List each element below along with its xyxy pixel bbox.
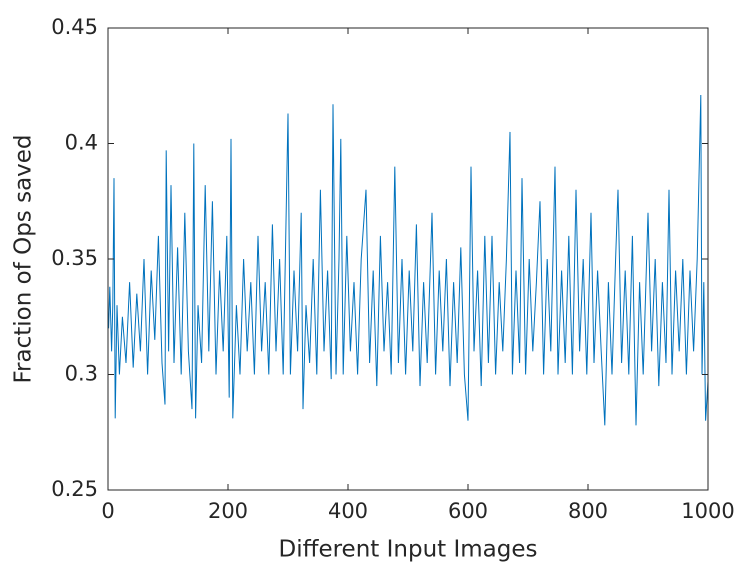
- y-tick-label: 0.25: [51, 477, 98, 501]
- y-tick-label: 0.45: [51, 15, 98, 39]
- y-tick-label: 0.3: [65, 362, 98, 386]
- x-tick-label: 400: [328, 499, 368, 523]
- x-tick-label: 800: [568, 499, 608, 523]
- x-tick-label: 600: [448, 499, 488, 523]
- x-tick-label: 1000: [681, 499, 734, 523]
- y-tick-label: 0.4: [65, 131, 98, 155]
- y-tick-label: 0.35: [51, 246, 98, 270]
- x-tick-label: 200: [208, 499, 248, 523]
- data-line: [108, 94, 709, 426]
- plot-area: [108, 28, 708, 490]
- y-axis-label: Fraction of Ops saved: [11, 134, 37, 383]
- x-tick-label: 0: [101, 499, 114, 523]
- x-axis-label: Different Input Images: [279, 537, 538, 563]
